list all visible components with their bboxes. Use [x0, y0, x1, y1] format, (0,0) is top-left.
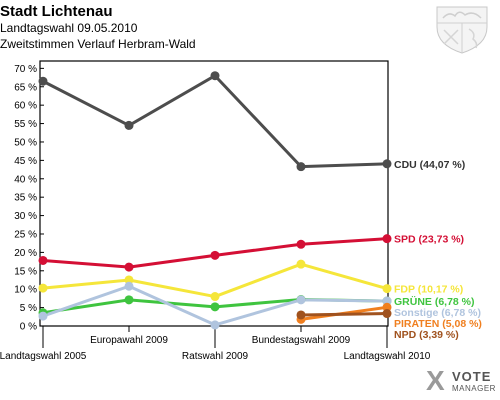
y-tick-label: 60 %	[14, 101, 37, 112]
x-tick-label: Landtagswahl 2010	[344, 351, 431, 362]
coat-of-arms-icon	[436, 6, 488, 54]
logo-word-manager: MANAGER	[452, 384, 496, 393]
data-point	[296, 295, 306, 305]
data-point	[210, 292, 220, 302]
data-point	[124, 281, 134, 291]
data-point	[210, 71, 220, 81]
data-point	[210, 302, 220, 312]
series-end-label: GRÜNE (6,78 %)	[394, 295, 475, 308]
logo-word-vote: VOTE	[452, 369, 492, 384]
data-point	[38, 311, 48, 321]
y-tick-label: 35 %	[14, 193, 37, 204]
data-point	[124, 262, 134, 272]
data-point	[38, 255, 48, 265]
y-tick-label: 50 %	[14, 137, 37, 148]
y-tick-label: 20 %	[14, 248, 37, 259]
data-point	[124, 120, 134, 130]
data-point	[382, 159, 392, 169]
x-tick-label: Ratswahl 2009	[182, 351, 249, 362]
data-point	[382, 234, 392, 244]
y-tick-label: 55 %	[14, 119, 37, 130]
x-tick-label: Bundestagswahl 2009	[252, 335, 351, 346]
data-point	[296, 162, 306, 172]
y-tick-label: 40 %	[14, 174, 37, 185]
series-end-label: SPD (23,73 %)	[394, 234, 464, 246]
data-point	[296, 310, 306, 320]
y-tick-label: 70 %	[14, 64, 37, 75]
series-end-label: CDU (44,07 %)	[394, 159, 465, 171]
logo-mark: X	[426, 365, 445, 396]
series-end-label: NPD (3,39 %)	[394, 329, 459, 341]
series-line-npd	[300, 312, 388, 317]
y-tick-label: 0 %	[20, 322, 37, 333]
series-line-fdp	[42, 262, 388, 299]
series-end-label: FDP (10,17 %)	[394, 284, 463, 296]
y-tick-label: 15 %	[14, 266, 37, 277]
data-point	[296, 239, 306, 249]
data-point	[38, 76, 48, 86]
y-tick-label: 10 %	[14, 285, 37, 296]
data-point	[382, 296, 392, 306]
data-point	[382, 284, 392, 294]
votemanager-logo: X VOTE MANAGER	[426, 366, 498, 398]
x-tick-label: Landtagswahl 2005	[0, 351, 87, 362]
plot-area-frame	[39, 60, 389, 327]
data-point	[38, 283, 48, 293]
data-point	[382, 309, 392, 319]
x-tick-label: Europawahl 2009	[90, 335, 168, 346]
series-end-label: PIRATEN (5,08 %)	[394, 318, 482, 330]
y-tick-label: 25 %	[14, 229, 37, 240]
series-points	[38, 71, 392, 330]
series-line-cdu	[42, 74, 388, 169]
series-end-label: Sonstige (6,78 %)	[394, 307, 481, 319]
data-point	[124, 295, 134, 305]
data-point	[124, 275, 134, 285]
y-axis: 0 % 5 % 10 % 15 % 20 % 25 % 30 % 35 % 40 % 45 % 50…	[14, 64, 44, 333]
data-point	[296, 259, 306, 269]
data-point	[210, 320, 220, 330]
y-tick-label: 5 %	[20, 303, 37, 314]
data-point	[382, 302, 392, 312]
series-labels: CDU (44,07 %) SPD (23,73 %) FDP (10,17 %)G…	[394, 159, 482, 341]
series-lines	[42, 74, 388, 327]
y-tick-label: 45 %	[14, 156, 37, 167]
y-tick-label: 30 %	[14, 211, 37, 222]
chart-subtitle: Landtagswahl 09.05.2010	[0, 21, 138, 35]
data-point	[210, 250, 220, 260]
chart-subtitle-secondary: Zweitstimmen Verlauf Herbram-Wald	[0, 37, 196, 51]
chart-title: Stadt Lichtenau	[0, 3, 113, 20]
y-tick-label: 65 %	[14, 82, 37, 93]
